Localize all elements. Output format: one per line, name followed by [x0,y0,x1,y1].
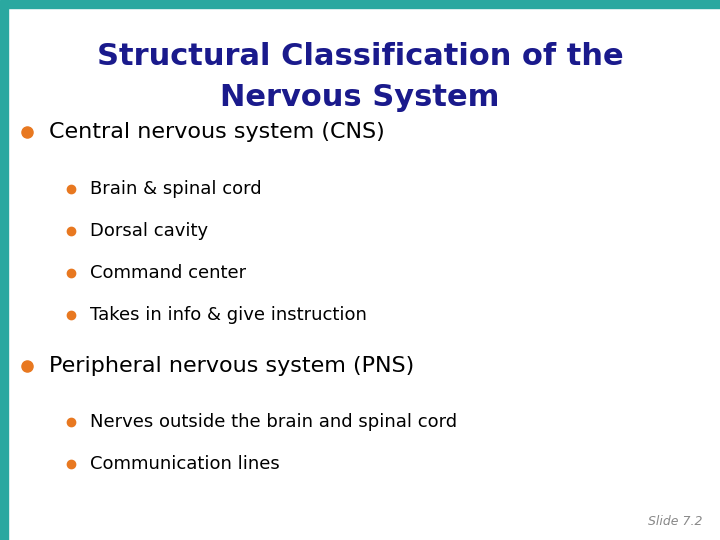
Text: Nervous System: Nervous System [220,83,500,112]
Text: Communication lines: Communication lines [90,455,280,474]
Text: Nerves outside the brain and spinal cord: Nerves outside the brain and spinal cord [90,413,457,431]
Bar [0,8,8,540]
Text: Central nervous system (CNS): Central nervous system (CNS) [49,122,384,143]
Text: Peripheral nervous system (PNS): Peripheral nervous system (PNS) [49,355,414,376]
Text: Takes in info & give instruction: Takes in info & give instruction [90,306,367,325]
Text: Brain & spinal cord: Brain & spinal cord [90,180,261,198]
Text: Command center: Command center [90,264,246,282]
Bar [0,0,720,8]
Text: Structural Classification of the: Structural Classification of the [96,42,624,71]
Text: Dorsal cavity: Dorsal cavity [90,222,208,240]
Text: Slide 7.2: Slide 7.2 [647,515,702,528]
